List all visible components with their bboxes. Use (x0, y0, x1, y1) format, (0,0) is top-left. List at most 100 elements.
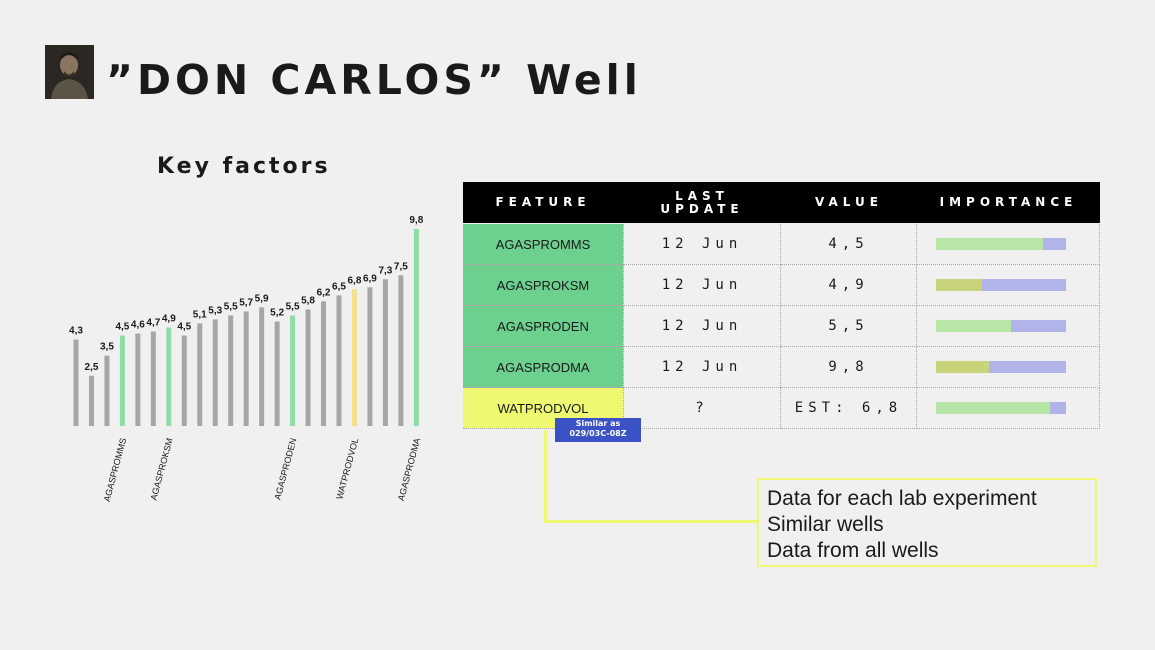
category-label: WATPRODVOL (334, 437, 360, 500)
table-header: FEATURE LAST UPDATE VALUE IMPORTANCE (463, 182, 1100, 223)
chart-bar (104, 355, 110, 426)
data-label: 4,7 (146, 318, 160, 329)
chart-bar (135, 333, 141, 426)
chart-bar (367, 287, 373, 426)
chart-bar (243, 311, 249, 426)
data-label: 2,5 (85, 362, 99, 373)
value-cell: 4,9 (781, 265, 917, 306)
data-label: 5,9 (255, 293, 269, 304)
importance-bar (936, 361, 1066, 373)
avatar (45, 45, 94, 99)
data-label: 4,5 (115, 322, 129, 333)
chart-bar (119, 335, 125, 426)
chart-bar (382, 279, 388, 426)
category-label: AGASPROMMS (102, 437, 129, 503)
category-label: AGASPRODEN (272, 437, 298, 501)
importance-cell (917, 306, 1100, 347)
note-item: Similar wells (767, 513, 884, 536)
feature-cell: AGASPROMMS (463, 224, 623, 265)
data-label: 7,3 (378, 265, 392, 276)
feature-cell: AGASPROKSM (463, 265, 623, 306)
chart-bar (398, 275, 404, 426)
value-cell: 5,5 (781, 306, 917, 347)
table-row: AGASPROMMS 12 Jun 4,5 (463, 224, 1100, 265)
data-label: 5,7 (239, 297, 253, 308)
note-item: Data for each lab experiment (767, 487, 1037, 510)
chart-bar (73, 339, 79, 426)
table-row: AGASPRODMA 12 Jun 9,8 (463, 347, 1100, 388)
data-label: 5,2 (270, 307, 284, 318)
similar-well-tag: Similar as 029/03C-08Z (555, 418, 641, 442)
chart-bar (228, 315, 234, 426)
data-label: 4,9 (162, 314, 176, 325)
feature-cell: AGASPRODMA (463, 347, 623, 388)
table-row: WATPRODVOL ? EST: 6,8 (463, 388, 1100, 429)
connector-line (544, 520, 758, 523)
data-label: 5,5 (224, 301, 238, 312)
date-cell: 12 Jun (623, 347, 781, 388)
chart-bar (321, 301, 327, 426)
chart-bar (88, 375, 94, 426)
importance-bar-fill (936, 320, 1012, 332)
category-label: AGASPROKSM (149, 437, 175, 501)
importance-bar (936, 279, 1066, 291)
data-label: 5,3 (208, 305, 222, 316)
data-label: 6,9 (363, 273, 377, 284)
importance-cell (917, 224, 1100, 265)
chart-bar (212, 319, 218, 426)
date-cell: 12 Jun (623, 265, 781, 306)
connector-line (544, 430, 547, 523)
chart-bar (166, 327, 172, 426)
similar-tag-line1: Similar as (575, 419, 621, 428)
feature-cell: WATPRODVOL (463, 388, 623, 429)
notes-box: Data for each lab experiment Similar wel… (757, 478, 1097, 567)
chart-bar (290, 315, 296, 426)
importance-cell (917, 265, 1100, 306)
chart-bar (413, 229, 419, 426)
chart-bar (197, 323, 203, 426)
header-importance: IMPORTANCE (939, 195, 1078, 209)
date-cell: 12 Jun (623, 306, 781, 347)
data-label: 4,3 (69, 326, 83, 337)
importance-cell (917, 347, 1100, 388)
chart-bar (351, 289, 357, 426)
data-label: 3,5 (100, 342, 114, 353)
data-label: 5,8 (301, 295, 315, 306)
importance-bar-fill (936, 238, 1043, 250)
importance-bar-fill (936, 279, 982, 291)
importance-bar (936, 402, 1066, 414)
key-factors-chart: 4,32,53,54,5 4,6 4,7 4,94,55,1 5,3 5,5 5,7 5,95… (69, 215, 424, 503)
value-cell: 9,8 (781, 347, 917, 388)
value-cell: 4,5 (781, 224, 917, 265)
feature-cell: AGASPRODEN (463, 306, 623, 347)
page-title: ”DON CARLOS” Well (106, 56, 642, 104)
importance-bar-fill (936, 402, 1051, 414)
date-cell: 12 Jun (623, 224, 781, 265)
data-label: 6,8 (348, 275, 362, 286)
importance-bar (936, 238, 1066, 250)
importance-cell (917, 388, 1100, 429)
data-label: 6,5 (332, 281, 346, 292)
chart-bar (305, 309, 311, 426)
header-last-update: LAST UPDATE (660, 188, 744, 216)
chart-title: Key factors (157, 154, 331, 179)
data-label: 7,5 (394, 261, 408, 272)
chart-bar (181, 335, 187, 426)
importance-bar-fill (936, 361, 990, 373)
data-label: 9,8 (409, 215, 423, 226)
data-label: 6,2 (317, 287, 331, 298)
importance-bar (936, 320, 1066, 332)
data-label: 5,1 (193, 309, 207, 320)
value-cell: EST: 6,8 (781, 388, 917, 429)
data-label: 5,5 (286, 301, 300, 312)
data-label: 4,5 (177, 322, 191, 333)
category-label: AGASPRODMA (396, 437, 422, 502)
header-feature: FEATURE (495, 195, 591, 209)
data-label: 4,6 (131, 320, 145, 331)
header-value: VALUE (815, 195, 883, 209)
chart-bar (274, 321, 280, 426)
chart-bar (336, 295, 342, 426)
chart-bar (259, 307, 265, 426)
date-cell: ? (623, 388, 781, 429)
table-row: AGASPROKSM 12 Jun 4,9 (463, 265, 1100, 306)
